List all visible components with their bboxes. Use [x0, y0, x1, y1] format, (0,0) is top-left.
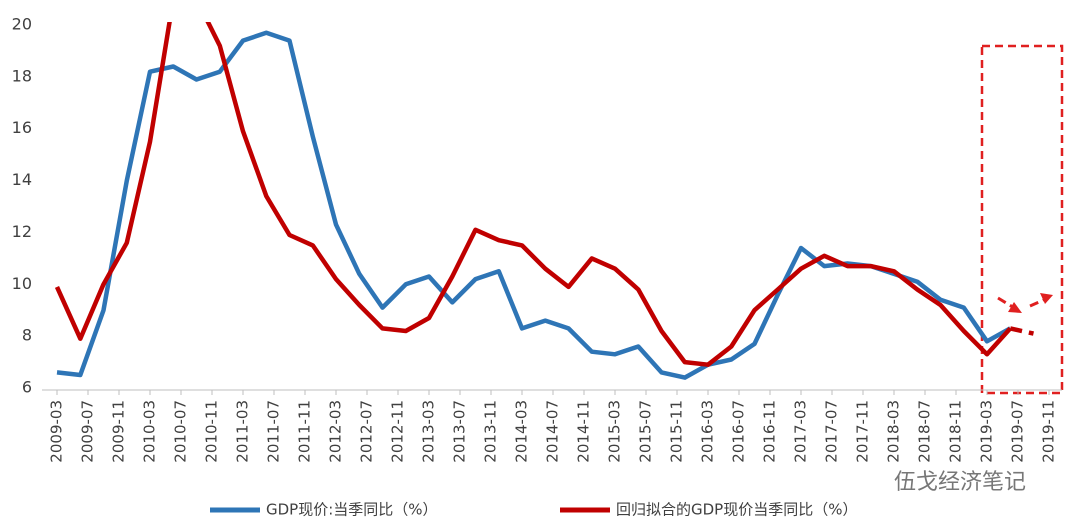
- x-tick-label: 2015-11: [668, 400, 686, 463]
- x-tick-label: 2012-11: [389, 400, 407, 463]
- arrow-heads: [1008, 293, 1053, 313]
- x-tick-label: 2011-07: [265, 400, 283, 463]
- y-tick-label: 16: [12, 118, 32, 137]
- watermark: 伍戈经济笔记: [894, 470, 1026, 495]
- y-tick-label: 8: [22, 326, 32, 345]
- arrows: [997, 296, 1049, 311]
- legend-label: 回归拟合的GDP现价当季同比（%）: [616, 501, 857, 519]
- y-tick-label: 12: [12, 222, 32, 241]
- x-tick-label: 2012-07: [358, 400, 376, 463]
- y-tick-label: 14: [12, 170, 32, 189]
- x-tick-label: 2015-07: [637, 400, 655, 463]
- x-tick-label: 2018-03: [885, 400, 903, 463]
- y-tick-label: 6: [22, 378, 32, 397]
- legend-label: GDP现价:当季同比（%）: [266, 501, 438, 519]
- x-tick-label: 2014-07: [544, 400, 562, 463]
- x-tick-label: 2017-11: [854, 400, 872, 463]
- x-tick-label: 2014-03: [513, 400, 531, 463]
- y-tick-label: 18: [12, 66, 32, 85]
- x-tick-label: 2019-11: [1040, 400, 1058, 463]
- x-tick-label: 2013-07: [451, 400, 469, 463]
- x-tick-label: 2009-07: [79, 400, 97, 463]
- x-tick-label: 2018-07: [916, 400, 934, 463]
- x-tick-label: 2019-03: [978, 400, 996, 463]
- x-tick-label: 2010-03: [141, 400, 159, 463]
- y-tick-label: 10: [12, 274, 32, 293]
- x-tick-label: 2010-07: [172, 400, 190, 463]
- x-tick-label: 2013-11: [482, 400, 500, 463]
- x-tick-label: 2019-07: [1009, 400, 1027, 463]
- x-tick-label: 2009-11: [110, 400, 128, 463]
- y-tick-label: 20: [12, 15, 32, 34]
- x-tick-label: 2010-11: [203, 400, 221, 463]
- series-line: [56, 30, 1012, 380]
- series-line: [1009, 326, 1034, 336]
- x-tick-label: 2017-07: [823, 400, 841, 463]
- x-tick-label: 2013-03: [420, 400, 438, 463]
- plot-area: [54, 22, 1034, 380]
- x-tick-label: 2009-03: [48, 400, 66, 463]
- x-tick-label: 2017-03: [792, 400, 810, 463]
- x-tick-label: 2016-03: [699, 400, 717, 463]
- x-tick-label: 2016-11: [761, 400, 779, 463]
- x-tick-label: 2011-11: [296, 400, 314, 463]
- x-tick-label: 2012-03: [327, 400, 345, 463]
- series-line: [54, 22, 1012, 367]
- x-tick-label: 2018-11: [947, 400, 965, 463]
- highlight-box: [980, 44, 1064, 395]
- x-tick-label: 2015-03: [606, 400, 624, 463]
- x-tick-label: 2014-11: [575, 400, 593, 463]
- x-tick-label: 2011-03: [234, 400, 252, 463]
- x-tick-label: 2016-07: [730, 400, 748, 463]
